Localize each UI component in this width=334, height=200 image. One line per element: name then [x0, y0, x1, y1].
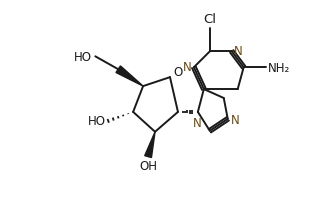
Text: N: N — [192, 116, 201, 129]
Text: N: N — [231, 114, 239, 127]
Text: N: N — [234, 45, 242, 58]
Text: N: N — [183, 60, 192, 73]
Text: NH₂: NH₂ — [268, 61, 290, 74]
Text: HO: HO — [88, 115, 106, 128]
Polygon shape — [116, 67, 143, 87]
Polygon shape — [145, 132, 155, 158]
Text: O: O — [173, 65, 182, 78]
Text: HO: HO — [74, 51, 92, 63]
Text: OH: OH — [139, 159, 157, 172]
Text: Cl: Cl — [203, 12, 216, 25]
